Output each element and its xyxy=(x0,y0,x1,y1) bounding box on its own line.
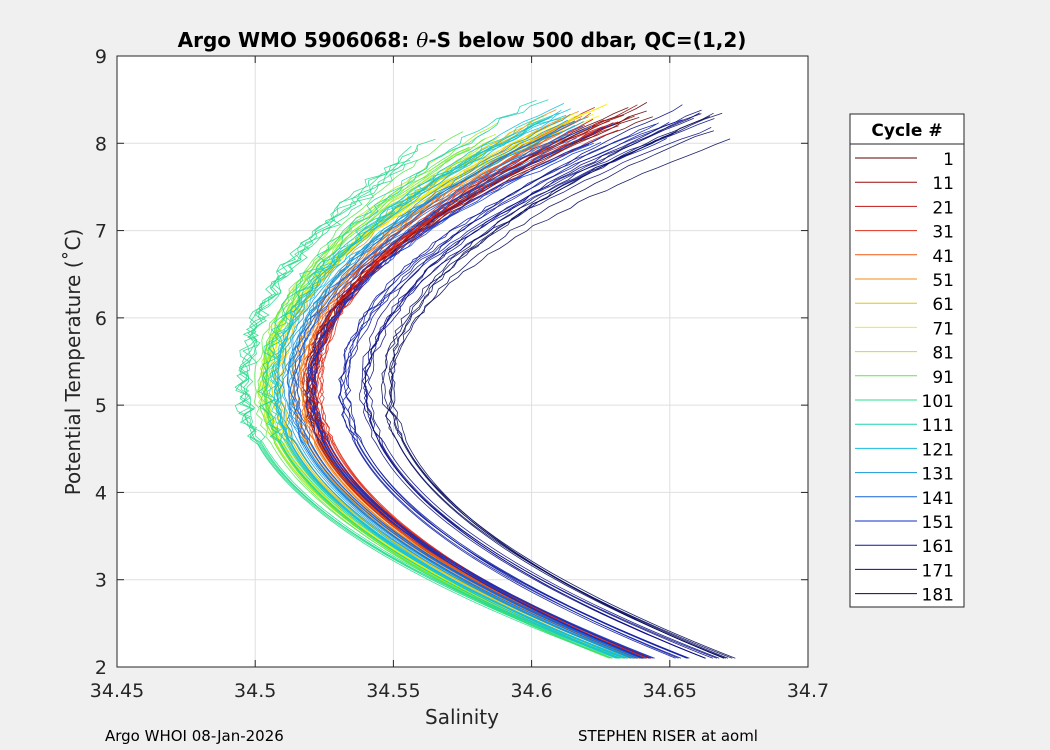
legend-entries: 1112131415161718191101111121131141151161… xyxy=(855,150,954,606)
legend-label: 171 xyxy=(922,561,954,581)
y-axis-ticks: 2 3 4 5 6 7 8 9 xyxy=(95,46,808,679)
x-tick-label: 34.65 xyxy=(643,680,697,702)
legend-label: 101 xyxy=(922,392,954,412)
x-tick-label: 34.5 xyxy=(234,680,276,702)
profile-line xyxy=(308,137,655,659)
profile-cycle-101 xyxy=(234,138,625,659)
profile-line xyxy=(263,131,611,659)
profile-line xyxy=(286,140,638,659)
profile-line xyxy=(235,145,625,659)
legend-label: 31 xyxy=(932,223,954,243)
footer-left: Argo WHOI 08-Jan-2026 xyxy=(105,727,284,745)
profile-line xyxy=(344,138,689,659)
chart-title: Argo WMO 5906068: θ-S below 500 dbar, QC… xyxy=(178,28,747,52)
y-tick-label: 7 xyxy=(95,221,107,243)
legend-label: 61 xyxy=(932,295,954,315)
legend-label: 11 xyxy=(932,174,954,194)
profile-line xyxy=(390,130,725,659)
y-tick-label: 9 xyxy=(95,46,107,68)
x-tick-label: 34.45 xyxy=(90,680,144,702)
profile-line xyxy=(239,145,625,659)
legend-label: 21 xyxy=(932,198,954,218)
profile-cycle-161 xyxy=(337,119,690,659)
profile-line xyxy=(297,121,642,659)
y-tick-label: 6 xyxy=(95,308,107,330)
profile-line xyxy=(258,118,619,659)
y-tick-label: 4 xyxy=(95,482,107,504)
legend-label: 1 xyxy=(943,150,954,170)
profile-line xyxy=(381,112,726,659)
y-axis-label: Potential Temperature (˚C) xyxy=(61,229,85,496)
profile-line xyxy=(263,112,623,659)
legend-label: 51 xyxy=(932,271,954,291)
profile-line xyxy=(307,120,633,659)
profile-line xyxy=(340,119,690,659)
profile-line xyxy=(338,122,682,659)
profile-cycle-171 xyxy=(359,104,720,659)
profile-cycle-181 xyxy=(380,112,736,659)
profile-line xyxy=(312,144,644,659)
profile-line xyxy=(234,164,613,659)
y-tick-label: 2 xyxy=(95,657,107,679)
legend-label: 161 xyxy=(922,537,954,557)
profile-line xyxy=(363,113,706,659)
y-tick-label: 8 xyxy=(95,133,107,155)
x-tick-label: 34.55 xyxy=(366,680,420,702)
legend-label: 141 xyxy=(922,489,954,509)
profile-line xyxy=(306,142,643,659)
profiles xyxy=(234,99,736,659)
profile-line xyxy=(274,114,618,659)
legend-title: Cycle # xyxy=(871,121,942,141)
footer-right: STEPHEN RISER at aoml xyxy=(578,727,758,745)
profile-line xyxy=(307,142,644,659)
y-tick-label: 3 xyxy=(95,570,107,592)
x-tick-label: 34.6 xyxy=(510,680,552,702)
profile-line xyxy=(271,117,626,659)
profile-line xyxy=(296,137,643,659)
legend-label: 111 xyxy=(922,416,954,436)
legend-label: 121 xyxy=(922,440,954,460)
profile-line xyxy=(345,122,679,659)
x-axis-label: Salinity xyxy=(425,705,499,729)
profile-line xyxy=(389,138,731,659)
legend-box xyxy=(849,113,965,608)
legend-label: 131 xyxy=(922,465,954,485)
legend: Cycle # 11121314151617181911011111211311… xyxy=(849,113,965,608)
profile-line xyxy=(292,125,643,659)
axes-frame xyxy=(116,55,809,668)
legend-label: 81 xyxy=(932,344,954,364)
legend-label: 41 xyxy=(932,247,954,267)
legend-label: 181 xyxy=(922,586,954,606)
legend-label: 71 xyxy=(932,319,954,339)
legend-label: 91 xyxy=(932,368,954,388)
profile-cycle-151 xyxy=(305,123,655,659)
legend-label: 151 xyxy=(922,513,954,533)
x-tick-label: 34.7 xyxy=(787,680,829,702)
grid xyxy=(117,56,808,667)
profile-line xyxy=(359,104,706,659)
y-tick-label: 5 xyxy=(95,395,107,417)
x-axis-ticks: 34.45 34.5 34.55 34.6 34.65 34.7 xyxy=(90,56,829,702)
